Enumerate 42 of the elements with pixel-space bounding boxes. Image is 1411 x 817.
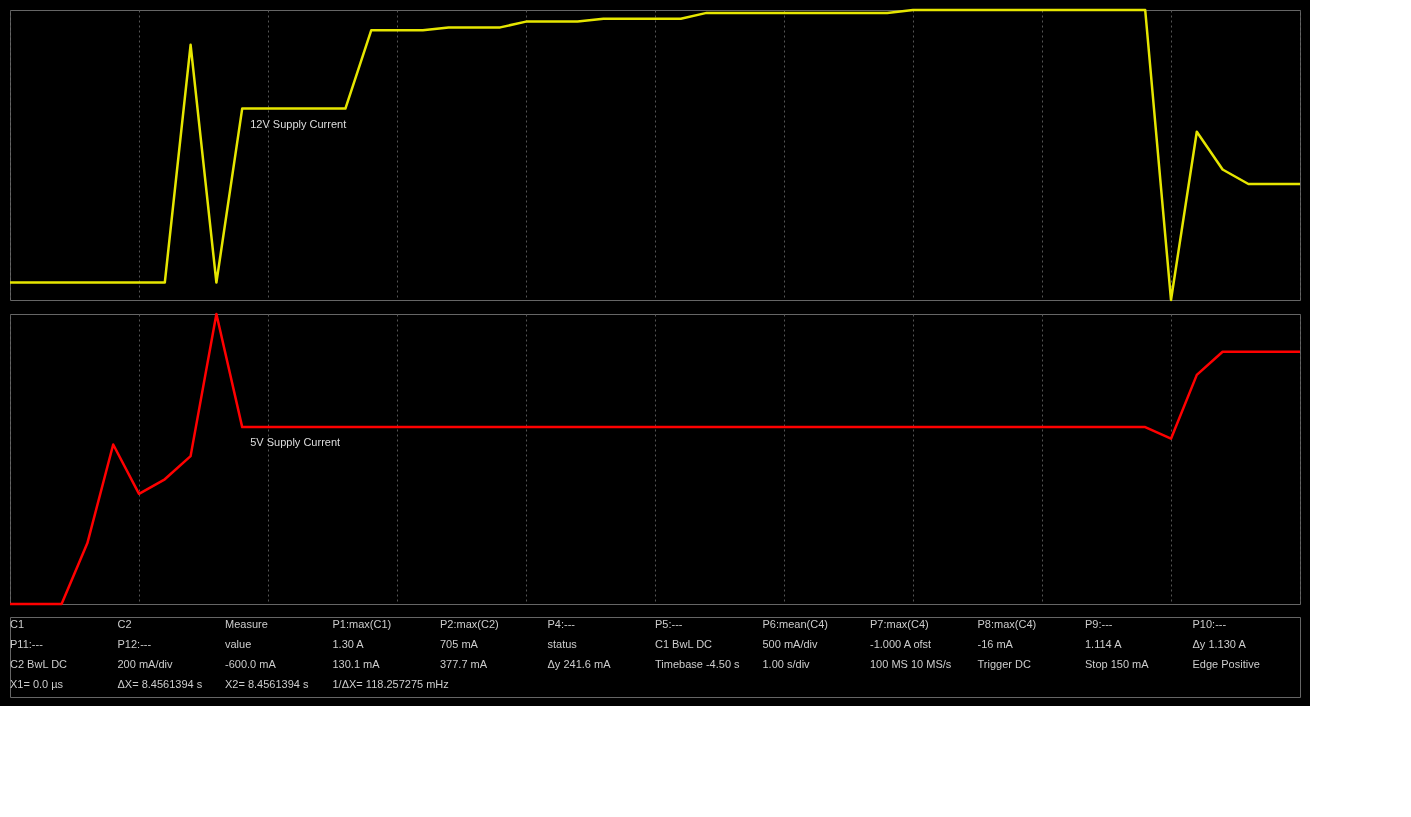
text: P5:--- [655,618,683,630]
text: -600.0 mA [225,658,277,670]
text: 1/ΔX= 118.257275 mHz [332,678,449,690]
text: Δy 241.6 mA [547,658,612,670]
text: Trigger DC [977,658,1031,670]
text: 1.00 s/div [762,658,811,670]
text: -1.000 A ofst [870,638,932,650]
text: C1 [10,618,25,630]
text: C1 BwL DC [655,638,713,650]
text: Δy 1.130 A [1192,638,1247,650]
text: P8:max(C4) [977,618,1037,630]
text: P9:--- [1085,618,1113,630]
series-label: 5V Supply Current [250,436,341,449]
text: status [547,638,578,650]
text: Edge Positive [1192,658,1260,670]
text: C2 [117,618,132,630]
text: X2= 8.4561394 s [225,678,309,690]
text: Measure [225,618,268,630]
text: 200 mA/div [117,658,174,670]
text: P1:max(C1) [332,618,392,630]
text: P7:max(C4) [870,618,929,630]
text: value [225,638,252,650]
text: X1= 0.0 µs [10,678,64,690]
text: 500 mA/div [762,638,819,650]
text: Stop 150 mA [1085,658,1150,670]
text: P6:mean(C4) [762,618,828,630]
text: ΔX= 8.4561394 s [117,678,203,690]
text: 1.114 A [1085,638,1123,650]
text: 1.30 A [332,638,365,650]
text: C2 BwL DC [10,658,68,670]
text: P4:--- [547,618,576,630]
text: P11:--- [10,638,44,650]
text: Timebase -4.50 s [655,658,741,670]
series-label: 12V Supply Current [250,117,347,130]
text: -16 mA [977,638,1014,650]
text: P10:--- [1192,618,1227,630]
text: P2:max(C2) [440,618,499,630]
text: 130.1 mA [332,658,381,670]
text: 377.7 mA [440,658,488,670]
text: 100 MS 10 MS/s [870,658,952,670]
text: P12:--- [117,638,152,650]
text: 705 mA [440,638,479,650]
